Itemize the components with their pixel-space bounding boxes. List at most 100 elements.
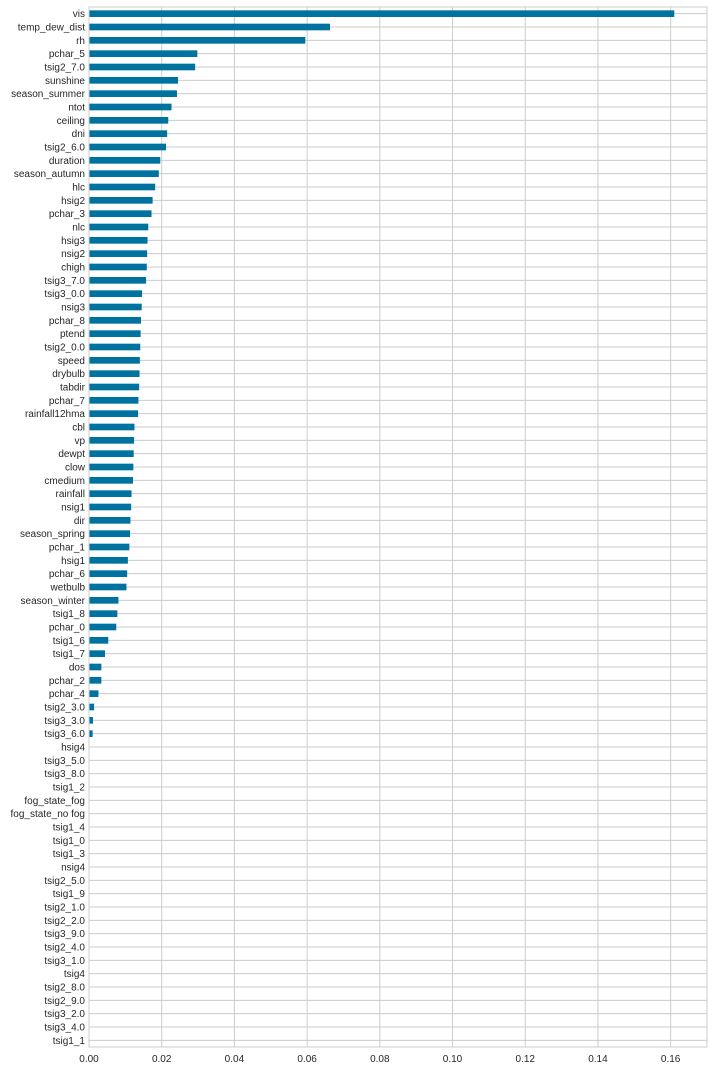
bar-tsig2-0-0 [89, 343, 141, 351]
y-tick-label: tsig2_4.0 [44, 943, 85, 954]
bar-pchar-2 [89, 677, 102, 684]
bar-temp-dew-dist [89, 23, 331, 31]
bar-nlc [89, 223, 149, 231]
y-tick-label: pchar_7 [49, 396, 86, 407]
y-tick-label: tsig3_3.0 [44, 716, 85, 727]
y-tick-label: sunshine [45, 76, 85, 87]
y-tick-label: tsig2_9.0 [44, 996, 85, 1007]
bar-pchar-8 [89, 317, 141, 324]
y-tick-label: wetbulb [50, 583, 86, 594]
y-tick-label: hsig3 [61, 236, 85, 247]
bar-pchar-1 [89, 543, 130, 551]
bar-tsig1-8 [89, 610, 118, 617]
bar-pchar-7 [89, 397, 139, 404]
bar-rh [89, 37, 306, 44]
y-tick-label: hsig1 [61, 556, 85, 567]
bar-pchar-5 [89, 50, 198, 57]
x-gridlines [88, 7, 672, 1047]
y-tick-label: vis [73, 9, 85, 20]
y-tick-label: nsig3 [61, 303, 85, 314]
y-tick-label: dos [69, 663, 85, 674]
y-tick-label: season_spring [20, 529, 85, 540]
y-tick-label: pchar_3 [49, 209, 86, 220]
y-tick-label: tsig1_1 [53, 1036, 86, 1047]
x-tick-label: 0.06 [297, 1054, 317, 1065]
bar-pchar-6 [89, 570, 128, 577]
bar-cmedium [89, 477, 133, 484]
x-tick-label: 0.02 [152, 1054, 172, 1065]
y-tick-label: tsig2_8.0 [44, 983, 85, 994]
y-tick-label: clow [65, 463, 86, 474]
y-tick-label: nlc [72, 223, 85, 234]
bar-dos [89, 663, 102, 671]
bar-ntot [89, 103, 172, 111]
bar-tsig2-6-0 [89, 143, 167, 151]
y-tick-label: hsig2 [61, 196, 85, 207]
y-tick-label: dewpt [58, 449, 85, 460]
bar-tabdir [89, 383, 140, 391]
y-tick-label: pchar_0 [49, 623, 86, 634]
y-tick-label: tsig2_5.0 [44, 876, 85, 887]
y-tick-label: tsig3_8.0 [44, 769, 85, 780]
y-tick-label: pchar_1 [49, 543, 86, 554]
y-tick-label: tsig3_0.0 [44, 289, 85, 300]
y-tick-label: tsig1_6 [53, 636, 86, 647]
bar-rainfall [89, 490, 132, 497]
bar-rainfall12hma [89, 410, 139, 417]
y-tick-label: tsig3_6.0 [44, 729, 85, 740]
bar-vp [89, 437, 135, 444]
y-tick-label: fog_state_no fog [10, 809, 85, 820]
y-tick-label: pchar_5 [49, 49, 86, 60]
y-tick-label: tsig1_9 [53, 889, 86, 900]
bar-tsig1-6 [89, 637, 109, 644]
y-tick-label: tsig1_4 [53, 823, 86, 834]
y-tick-label: drybulb [52, 369, 85, 380]
y-tick-label: dni [72, 129, 85, 140]
bar-pchar-0 [89, 623, 117, 631]
plot-area [89, 7, 707, 1047]
bar-tsig1-7 [89, 650, 105, 657]
y-tick-label: season_autumn [14, 169, 85, 180]
y-tick-label: tsig3_7.0 [44, 276, 85, 287]
y-tick-label: nsig4 [61, 863, 85, 874]
bars [89, 10, 675, 737]
y-tick-label: pchar_8 [49, 316, 86, 327]
y-tick-label: tsig1_7 [53, 649, 86, 660]
y-tick-label: tsig2_6.0 [44, 143, 85, 154]
bar-hsig3 [89, 237, 148, 244]
y-tick-label: nsig1 [61, 503, 85, 514]
y-tick-label: cbl [72, 423, 85, 434]
y-tick-label: tsig2_3.0 [44, 703, 85, 714]
y-tick-label: rainfall [56, 489, 85, 500]
bar-tsig3-6-0 [89, 730, 93, 737]
bar-duration [89, 157, 161, 164]
bar-tsig3-3-0 [89, 717, 93, 724]
y-tick-label: pchar_2 [49, 676, 86, 687]
y-tick-label: speed [58, 356, 85, 367]
bar-vis [89, 10, 675, 17]
y-tick-label: duration [49, 156, 85, 167]
y-tick-label: tsig3_2.0 [44, 1009, 85, 1020]
x-tick-label: 0.12 [516, 1054, 536, 1065]
y-tick-label: tsig3_5.0 [44, 756, 85, 767]
y-tick-label: hlc [72, 183, 85, 194]
bar-tsig3-0-0 [89, 290, 143, 297]
bar-pchar-4 [89, 690, 99, 697]
y-tick-label: ptend [60, 329, 85, 340]
y-tick-label: rh [76, 36, 85, 47]
y-tick-label: season_summer [11, 89, 86, 100]
bar-hsig1 [89, 557, 128, 564]
x-tick-label: 0.08 [370, 1054, 390, 1065]
bar-dir [89, 517, 131, 524]
bar-ptend [89, 330, 141, 337]
bar-tsig2-3-0 [89, 703, 95, 711]
y-tick-label: tabdir [60, 383, 86, 394]
bar-dewpt [89, 450, 134, 457]
bar-drybulb [89, 370, 140, 377]
y-tick-label: ceiling [57, 116, 85, 127]
y-tick-label: vp [74, 436, 85, 447]
y-tick-label: tsig4 [64, 969, 86, 980]
y-tick-label: fog_state_fog [24, 796, 85, 807]
y-tick-label: ntot [68, 103, 85, 114]
